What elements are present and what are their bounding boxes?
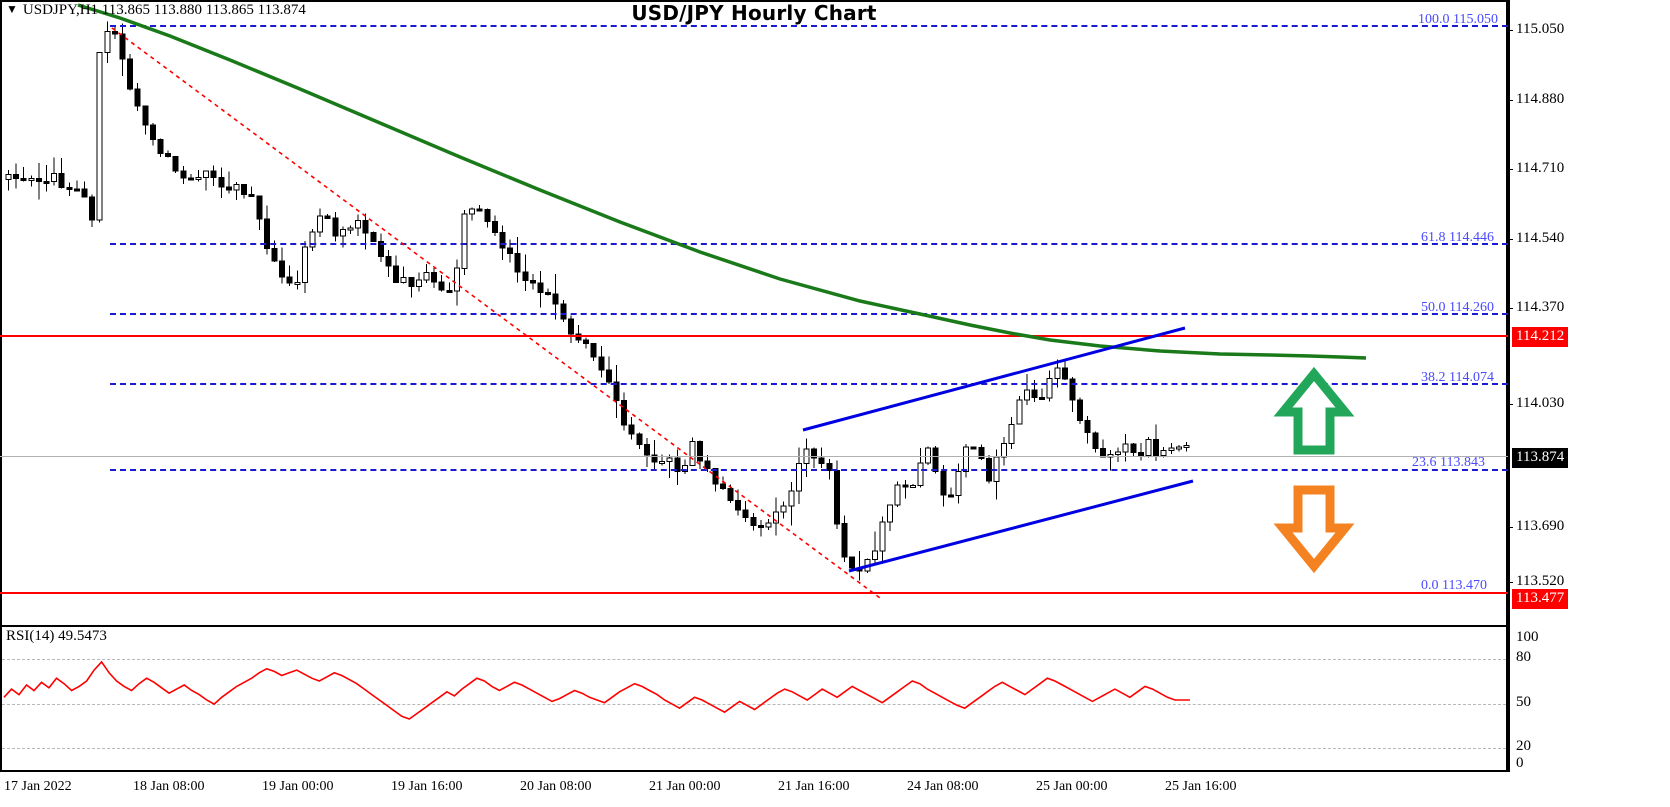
time-tick-5: 21 Jan 00:00 [649,779,721,794]
fib-line-500 [110,313,1508,315]
current-price-tag: 113.874 [1512,448,1569,468]
rsi-indicator-header: RSI(14) 49.5473 [6,628,107,644]
time-tick-1: 18 Jan 08:00 [133,779,205,794]
fib-label-500: 50.0 114.260 [1421,300,1494,315]
price-axis-divider [1508,0,1510,772]
price-tick-114710: 114.710 [1516,160,1565,176]
time-tick-6: 21 Jan 16:00 [778,779,850,794]
rsi-gridline-80 [2,659,1506,660]
fib-line-100 [110,25,1508,27]
time-tick-3: 19 Jan 16:00 [391,779,463,794]
support-price-tag: 113.477 [1512,589,1569,609]
price-tick-114030: 114.030 [1516,395,1565,411]
price-tick-115050: 115.050 [1516,21,1565,37]
time-tick-7: 24 Jan 08:00 [907,779,979,794]
rsi-gridline-20 [2,748,1506,749]
rsi-tick-0: 0 [1516,755,1524,771]
fib-label-0: 0.0 113.470 [1421,578,1487,593]
current-price-line [0,456,1508,457]
price-tick-113690: 113.690 [1516,518,1565,534]
resistance-line [0,335,1508,337]
support-line [0,592,1508,594]
time-tick-0: 17 Jan 2022 [4,779,72,794]
chart-title: USD/JPY Hourly Chart [631,1,877,25]
price-tick-114880: 114.880 [1516,91,1565,107]
price-tick-113520: 113.520 [1516,573,1565,589]
resistance-price-tag: 114.212 [1512,327,1569,347]
fib-line-382 [110,383,1508,385]
time-tick-8: 25 Jan 00:00 [1036,779,1108,794]
rsi-tick-80: 80 [1516,649,1531,665]
price-tick-114540: 114.540 [1516,230,1565,246]
rsi-tick-100: 100 [1516,629,1539,645]
time-tick-4: 20 Jan 08:00 [520,779,592,794]
rsi-panel [0,625,1508,772]
fib-label-236: 23.6 113.843 [1412,455,1485,470]
fib-label-618: 61.8 114.446 [1421,230,1494,245]
price-panel [0,0,1508,625]
fib-line-618 [110,243,1508,245]
price-tick-114370: 114.370 [1516,299,1565,315]
rsi-gridline-50 [2,704,1506,705]
fib-label-100: 100.0 115.050 [1418,12,1498,27]
time-tick-9: 25 Jan 16:00 [1165,779,1237,794]
time-tick-2: 19 Jan 00:00 [262,779,334,794]
rsi-tick-20: 20 [1516,738,1531,754]
fib-line-236 [110,469,1508,471]
rsi-tick-50: 50 [1516,694,1531,710]
chart-dropdown-caret-icon[interactable]: ▼ [6,2,18,16]
fib-label-382: 38.2 114.074 [1421,370,1494,385]
